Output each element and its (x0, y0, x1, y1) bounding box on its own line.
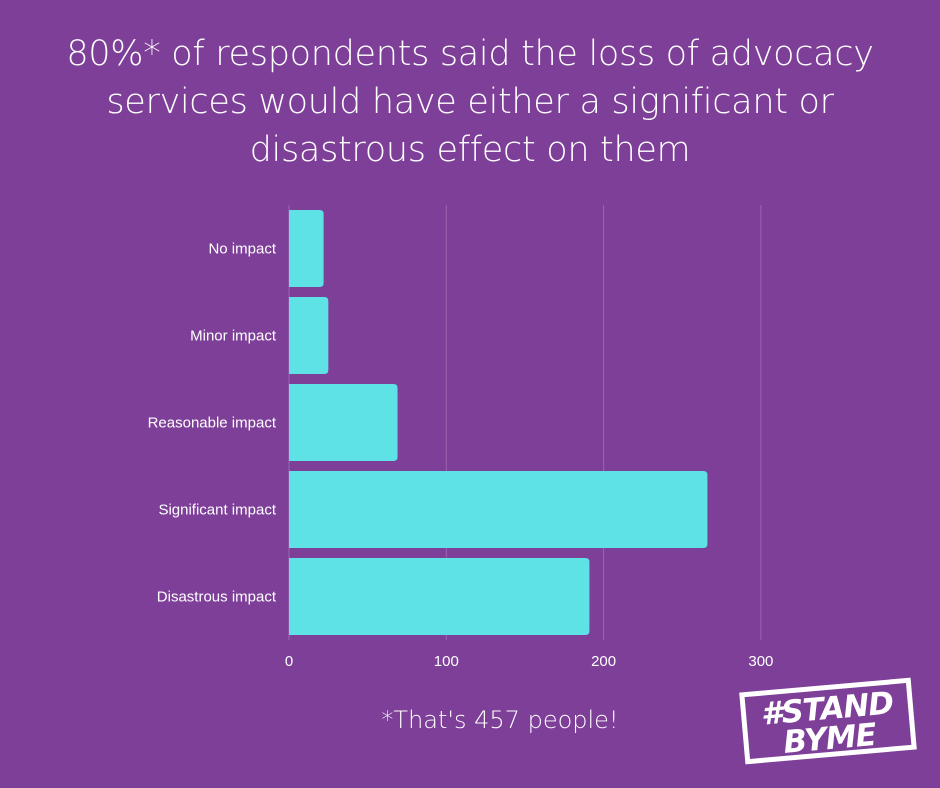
bar (289, 471, 708, 548)
x-tick-label: 300 (748, 653, 773, 670)
category-label: Minor impact (190, 328, 277, 345)
bar (289, 297, 329, 374)
category-label: Reasonable impact (148, 415, 277, 432)
x-tick-label: 0 (285, 653, 293, 670)
chart-title: 80%* of respondents said the loss of adv… (66, 34, 874, 170)
bar (289, 210, 324, 287)
category-label: Significant impact (158, 502, 276, 519)
x-tick-label: 200 (591, 653, 616, 670)
x-tick-label: 100 (434, 653, 459, 670)
bar-chart: No impact Minor impact Reasonable impact Si… (148, 205, 773, 670)
category-label: Disastrous impact (157, 589, 277, 606)
category-label: No impact (208, 241, 276, 258)
bar (289, 384, 398, 461)
bar (289, 558, 590, 635)
footnote: *That's 457 people! (381, 706, 619, 734)
standbyme-logo: #STAND BYME (739, 677, 917, 765)
